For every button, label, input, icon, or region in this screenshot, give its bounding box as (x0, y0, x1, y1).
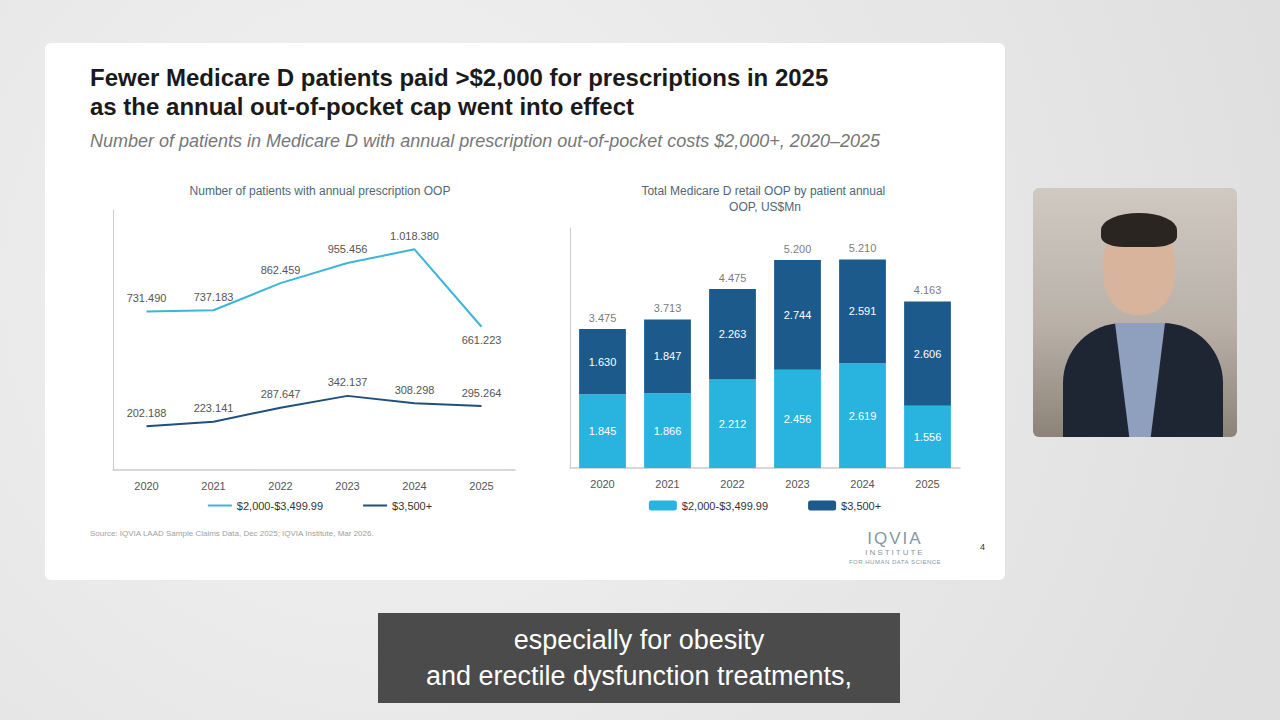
svg-text:2024: 2024 (402, 480, 426, 492)
svg-text:4.475: 4.475 (719, 272, 747, 284)
svg-text:5.200: 5.200 (784, 243, 812, 255)
svg-text:1.018.380: 1.018.380 (390, 230, 439, 242)
html-text:Source: IQVIA LAAD Sample Clai: Source: IQVIA LAAD Sample Claims Data, D… (90, 529, 374, 538)
svg-text:2021: 2021 (201, 480, 225, 492)
svg-text:2020: 2020 (590, 478, 614, 490)
html-text:and erectile dysfunction treat: and erectile dysfunction treatments, (425, 661, 853, 691)
svg-text:OOP, US$Mn: OOP, US$Mn (729, 200, 801, 214)
svg-text:287.647: 287.647 (261, 388, 301, 400)
svg-text:2023: 2023 (335, 480, 359, 492)
svg-text:295.264: 295.264 (462, 387, 502, 399)
svg-text:1.847: 1.847 (654, 350, 682, 362)
svg-text:5.210: 5.210 (849, 242, 877, 254)
svg-text:2025: 2025 (469, 480, 493, 492)
svg-text:$2,000-$3,499.99: $2,000-$3,499.99 (237, 500, 323, 512)
html-text:especially for obesity: especially for obesity (513, 625, 765, 655)
html-text:4: 4 (980, 542, 985, 552)
svg-text:2020: 2020 (134, 480, 158, 492)
svg-text:955.456: 955.456 (328, 243, 368, 255)
svg-text:661.223: 661.223 (462, 334, 502, 346)
svg-text:2.212: 2.212 (719, 418, 747, 430)
svg-text:$3,500+: $3,500+ (841, 500, 881, 512)
svg-text:2022: 2022 (720, 478, 744, 490)
svg-text:Total Medicare D retail OOP by: Total Medicare D retail OOP by patient a… (641, 184, 888, 198)
svg-text:4.163: 4.163 (914, 284, 942, 296)
svg-text:Number of patients with annual: Number of patients with annual prescript… (190, 184, 451, 198)
svg-text:2024: 2024 (850, 478, 874, 490)
svg-text:$3,500+: $3,500+ (392, 500, 432, 512)
svg-text:731.490: 731.490 (127, 292, 167, 304)
svg-text:3.713: 3.713 (654, 302, 682, 314)
svg-text:1.845: 1.845 (589, 425, 617, 437)
svg-text:2.263: 2.263 (719, 328, 747, 340)
svg-text:2022: 2022 (268, 480, 292, 492)
html-text:as the annual out-of-pocket ca: as the annual out-of-pocket cap went int… (90, 93, 634, 120)
svg-text:223.141: 223.141 (194, 402, 234, 414)
svg-text:2021: 2021 (655, 478, 679, 490)
svg-text:1.630: 1.630 (589, 356, 617, 368)
svg-text:$2,000-$3,499.99: $2,000-$3,499.99 (682, 500, 768, 512)
svg-text:2.619: 2.619 (849, 410, 877, 422)
html-text:IQVIA: IQVIA (867, 529, 923, 548)
html-text:Fewer Medicare D patients paid: Fewer Medicare D patients paid >$2,000 f… (90, 64, 829, 91)
svg-text:2.591: 2.591 (849, 305, 877, 317)
html-text:Number of patients in Medicare: Number of patients in Medicare D with an… (90, 131, 880, 151)
html-text:INSTITUTE: INSTITUTE (865, 548, 925, 557)
svg-text:202.188: 202.188 (127, 407, 167, 419)
html-text:FOR HUMAN DATA SCIENCE: FOR HUMAN DATA SCIENCE (848, 559, 942, 565)
svg-text:2.744: 2.744 (784, 309, 812, 321)
svg-text:3.475: 3.475 (589, 312, 617, 324)
svg-text:862.459: 862.459 (261, 264, 301, 276)
svg-text:342.137: 342.137 (328, 376, 368, 388)
svg-text:2023: 2023 (785, 478, 809, 490)
svg-text:1.866: 1.866 (654, 425, 682, 437)
svg-text:308.298: 308.298 (395, 384, 435, 396)
svg-text:1.556: 1.556 (914, 431, 942, 443)
svg-text:2025: 2025 (915, 478, 939, 490)
svg-text:2.456: 2.456 (784, 413, 812, 425)
svg-text:737.183: 737.183 (194, 291, 234, 303)
svg-text:2.606: 2.606 (914, 348, 942, 360)
